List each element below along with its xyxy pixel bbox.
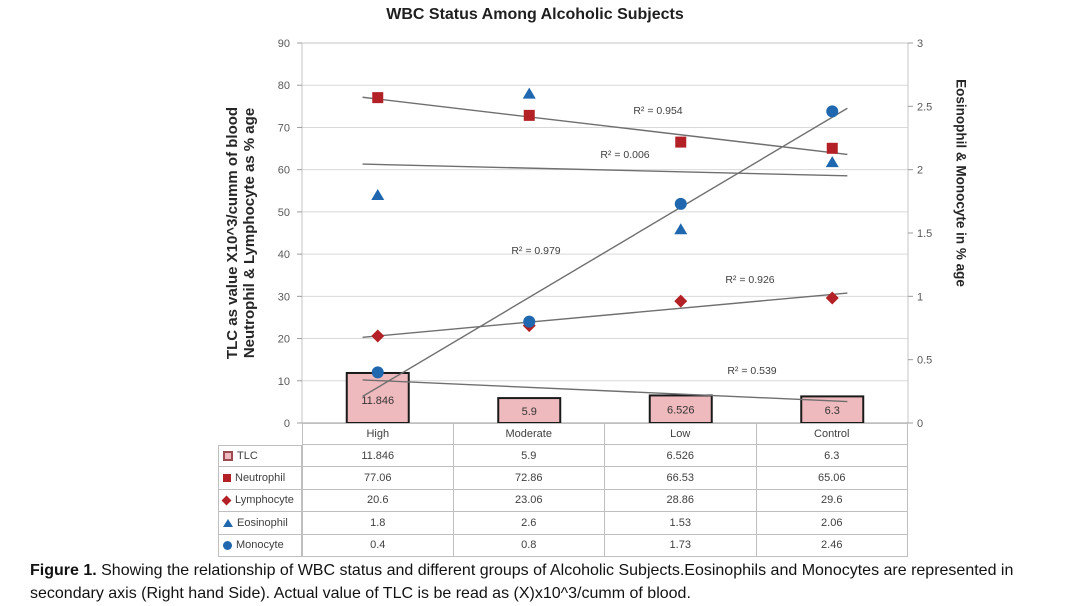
- square-marker-icon: [223, 474, 231, 483]
- secondary-axis-tick-label: 0: [917, 418, 923, 430]
- secondary-axis-tick-label: 1: [917, 291, 923, 303]
- primary-axis-tick-label: 50: [278, 207, 290, 219]
- primary-axis-tick-label: 40: [278, 249, 290, 261]
- point-lymphocyte-control: [825, 291, 839, 305]
- legend-label: Neutrophil: [235, 472, 286, 485]
- legend-label: Eosinophil: [237, 516, 288, 529]
- table-cell-monocyte-low: 1.73: [605, 534, 757, 557]
- primary-axis-title-line1: TLC as value X10^3/cumm of blood: [223, 106, 241, 360]
- legend-eosinophil: Eosinophil: [218, 512, 302, 535]
- legend-label: Lymphocyte: [235, 494, 294, 507]
- point-neutrophil-control: [826, 142, 838, 154]
- table-cell-eosinophil-control: 2.06: [756, 512, 908, 535]
- primary-axis-tick-label: 70: [278, 122, 290, 134]
- legend-lymphocyte: Lymphocyte: [218, 489, 302, 513]
- table-cell-lymphocyte-low: 28.86: [605, 489, 757, 513]
- point-monocyte-low: [674, 197, 687, 210]
- figure-caption: Figure 1. Showing the relationship of WB…: [30, 560, 1055, 605]
- table-cell-neutrophil-moderate: 72.86: [453, 467, 605, 490]
- primary-axis-tick-label: 20: [278, 334, 290, 346]
- table-cell-monocyte-high: 0.4: [302, 534, 454, 557]
- point-neutrophil-high: [372, 92, 384, 104]
- triangle-marker-icon: [223, 518, 233, 527]
- primary-axis-tick-label: 30: [278, 291, 290, 303]
- r2-label-lymphocyte: R² = 0.926: [725, 274, 774, 286]
- legend-neutrophil: Neutrophil: [218, 467, 302, 490]
- diamond-marker-icon: [221, 495, 232, 506]
- table-header-low: Low: [605, 423, 757, 445]
- trendline-neutrophil: [362, 96, 848, 156]
- table-corner-blank: [218, 423, 302, 445]
- primary-axis-tick-label: 10: [278, 376, 290, 388]
- circle-marker-icon: [223, 540, 232, 550]
- primary-axis-tick-label: 80: [278, 80, 290, 92]
- primary-axis-tick-label: 90: [278, 38, 290, 50]
- secondary-axis-tick-label: 0.5: [917, 355, 932, 367]
- point-neutrophil-moderate: [523, 109, 535, 121]
- point-lymphocyte-high: [371, 329, 385, 343]
- table-cell-tlc-control: 6.3: [756, 445, 908, 468]
- r2-label-eosinophil: R² = 0.006: [600, 149, 649, 161]
- bar-value-label: 6.526: [667, 405, 695, 417]
- point-lymphocyte-low: [674, 294, 688, 308]
- secondary-axis-tick-label: 2: [917, 165, 923, 177]
- primary-axis-title-line2: Neutrophil & Lymphocyte as % age: [241, 107, 258, 359]
- table-cell-lymphocyte-control: 29.6: [756, 489, 908, 513]
- secondary-axis-tick-label: 1.5: [917, 228, 932, 240]
- bar-value-label: 5.9: [522, 406, 537, 418]
- legend-label: TLC: [237, 450, 258, 463]
- table-cell-tlc-moderate: 5.9: [453, 445, 605, 468]
- legend-monocyte: Monocyte: [218, 534, 302, 557]
- point-monocyte-high: [371, 366, 384, 379]
- r2-label-neutrophil: R² = 0.954: [633, 105, 682, 117]
- plot-border: [301, 42, 909, 424]
- legend-tlc: TLC: [218, 445, 302, 468]
- bar-value-label: 6.3: [825, 405, 840, 417]
- table-cell-eosinophil-high: 1.8: [302, 512, 454, 535]
- bar-tlc-low: [648, 394, 713, 424]
- bar-value-label: 11.846: [361, 395, 394, 407]
- r2-label-monocyte: R² = 0.979: [511, 245, 560, 257]
- figure-caption-label: Figure 1.: [30, 562, 97, 579]
- secondary-axis-tick-label: 3: [917, 38, 923, 50]
- point-eosinophil-low: [674, 223, 688, 235]
- table-cell-tlc-low: 6.526: [605, 445, 757, 468]
- secondary-axis-tick-label: 2.5: [917, 101, 932, 113]
- point-eosinophil-control: [825, 156, 839, 168]
- trendline-lymphocyte: [362, 292, 848, 339]
- outlined-square-marker-icon: [223, 451, 233, 462]
- chart-title: WBC Status Among Alcoholic Subjects: [386, 6, 684, 23]
- figure-caption-text: Showing the relationship of WBC status a…: [30, 562, 1014, 602]
- chart-data-table: High Moderate Low Control TLC 11.846 5.9 6.526 6…: [218, 423, 908, 557]
- secondary-axis-title: Eosinophil & Monocyte in % age: [953, 79, 969, 287]
- primary-axis-tick-label: 60: [278, 165, 290, 177]
- primary-axis-title: TLC as value X10^3/cumm of blood Neutrop…: [224, 107, 259, 359]
- point-neutrophil-low: [675, 136, 687, 148]
- point-monocyte-moderate: [523, 315, 536, 328]
- trendline-tlc: [362, 379, 848, 403]
- chart-canvas: 90 80 70 60 50 40 30 20 10 0 3 2.5 2 1.5 1 0.5 0 11.846 5.…: [278, 38, 933, 430]
- table-cell-eosinophil-low: 1.53: [605, 512, 757, 535]
- table-cell-neutrophil-control: 65.06: [756, 467, 908, 490]
- table-header-control: Control: [756, 423, 908, 445]
- point-eosinophil-high: [371, 189, 385, 200]
- trendline-monocyte: [362, 107, 848, 398]
- table-cell-neutrophil-high: 77.06: [302, 467, 454, 490]
- table-cell-lymphocyte-high: 20.6: [302, 489, 454, 513]
- table-cell-eosinophil-moderate: 2.6: [453, 512, 605, 535]
- primary-axis-tick-label: 0: [284, 418, 290, 430]
- table-cell-tlc-high: 11.846: [302, 445, 454, 468]
- table-cell-lymphocyte-moderate: 23.06: [453, 489, 605, 513]
- table-cell-monocyte-moderate: 0.8: [453, 534, 605, 557]
- point-monocyte-control: [826, 105, 839, 118]
- table-header-moderate: Moderate: [453, 423, 605, 445]
- legend-label: Monocyte: [236, 539, 284, 552]
- table-cell-monocyte-control: 2.46: [756, 534, 908, 557]
- trendline-eosinophil: [362, 163, 848, 177]
- table-cell-neutrophil-low: 66.53: [605, 467, 757, 490]
- r2-label-tlc: R² = 0.539: [727, 365, 776, 377]
- point-eosinophil-moderate: [522, 87, 536, 99]
- table-header-high: High: [302, 423, 454, 445]
